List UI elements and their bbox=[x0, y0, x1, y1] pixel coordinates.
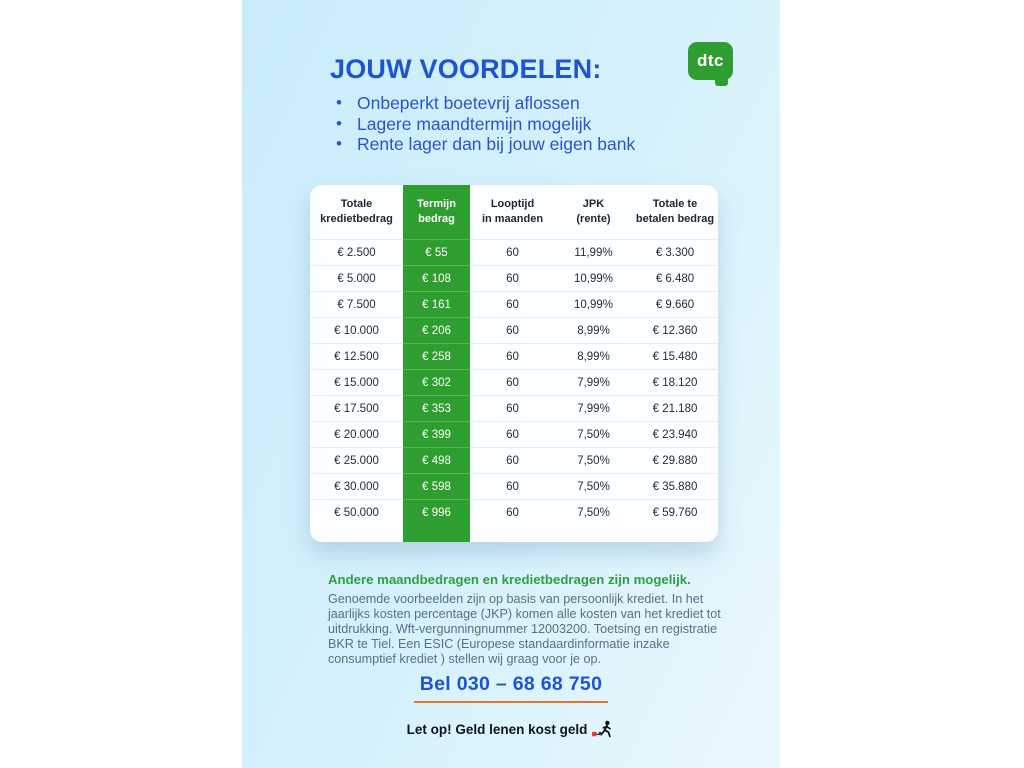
page-title: JOUW VOORDELEN: bbox=[330, 54, 602, 84]
table-cell: 10,99% bbox=[555, 292, 632, 318]
table-cell: 60 bbox=[470, 292, 555, 318]
table-cell: 60 bbox=[470, 240, 555, 266]
table-cell: 8,99% bbox=[555, 318, 632, 344]
table-row: € 17.500 € 353 60 7,99% € 21.180 bbox=[310, 396, 718, 422]
table-cell: € 35.880 bbox=[632, 474, 718, 500]
table-header-row: Totale kredietbedrag Termijn bedrag Loop… bbox=[310, 185, 718, 240]
table-row: € 10.000 € 206 60 8,99% € 12.360 bbox=[310, 318, 718, 344]
table-cell: € 29.880 bbox=[632, 448, 718, 474]
table-cell: € 55 bbox=[403, 240, 470, 266]
table-row: € 25.000 € 498 60 7,50% € 29.880 bbox=[310, 448, 718, 474]
table-cell: € 25.000 bbox=[310, 448, 403, 474]
table-cell: € 161 bbox=[403, 292, 470, 318]
table-cell: 7,50% bbox=[577, 507, 610, 519]
disclaimer-text: Genoemde voorbeelden zijn op basis van p… bbox=[328, 592, 721, 666]
credit-warning: Let op! Geld lenen kost geld bbox=[407, 720, 616, 739]
table-cell: € 108 bbox=[403, 266, 470, 292]
table-cell: € 30.000 bbox=[310, 474, 403, 500]
table-cell: 60 bbox=[470, 344, 555, 370]
table-cell: € 2.500 bbox=[310, 240, 403, 266]
table-cell: € 258 bbox=[403, 344, 470, 370]
table-footer-filler bbox=[310, 526, 718, 542]
column-header-kredietbedrag: Totale kredietbedrag bbox=[310, 185, 403, 240]
dtc-logo: dtc bbox=[688, 42, 733, 86]
table-cell: 11,99% bbox=[555, 240, 632, 266]
green-column-filler bbox=[403, 526, 470, 542]
credit-warning-text: Let op! Geld lenen kost geld bbox=[406, 722, 588, 737]
table-cell: € 23.940 bbox=[632, 422, 718, 448]
phone-cta-wrap: Bel 030 – 68 68 750 bbox=[242, 673, 780, 703]
loan-table-card: Totale kredietbedrag Termijn bedrag Loop… bbox=[310, 185, 718, 542]
table-cell: € 15.000 bbox=[310, 370, 403, 396]
table-cell: 60 bbox=[470, 370, 555, 396]
table-row: € 12.500 € 258 60 8,99% € 15.480 bbox=[310, 344, 718, 370]
table-cell: 60 bbox=[470, 448, 555, 474]
table-row: € 7.500 € 161 60 10,99% € 9.660 bbox=[310, 292, 718, 318]
table-cell: € 498 bbox=[403, 448, 470, 474]
table-row: € 15.000 € 302 60 7,99% € 18.120 bbox=[310, 370, 718, 396]
table-cell: € 996 bbox=[403, 500, 470, 526]
table-cell: € 5.000 bbox=[310, 266, 403, 292]
table-cell: € 9.660 bbox=[632, 292, 718, 318]
table-cell: € 302 bbox=[403, 370, 470, 396]
table-cell: 7,50% bbox=[555, 422, 632, 448]
benefit-item: Lagere maandtermijn mogelijk bbox=[328, 114, 635, 135]
table-cell: € 20.000 bbox=[310, 422, 403, 448]
column-header-jpk: JPK (rente) bbox=[555, 185, 632, 240]
table-cell: € 12.500 bbox=[310, 344, 403, 370]
table-cell: 60 bbox=[470, 318, 555, 344]
table-cell: 60 bbox=[470, 422, 555, 448]
column-header-termijnbedrag: Termijn bedrag bbox=[403, 185, 470, 240]
table-cell: 7,99% bbox=[555, 396, 632, 422]
table-cell: € 21.180 bbox=[632, 396, 718, 422]
table-cell: € 17.500 bbox=[310, 396, 403, 422]
benefit-item: Onbeperkt boetevrij aflossen bbox=[328, 93, 635, 114]
table-cell: € 353 bbox=[403, 396, 470, 422]
column-header-looptijd: Looptijd in maanden bbox=[470, 185, 555, 240]
table-cell: € 50.000 bbox=[334, 507, 379, 519]
table-cell: € 12.360 bbox=[632, 318, 718, 344]
table-cell: € 10.000 bbox=[310, 318, 403, 344]
phone-cta[interactable]: Bel 030 – 68 68 750 bbox=[413, 673, 609, 703]
money-burden-runner-icon bbox=[592, 720, 612, 738]
table-cell: 7,50% bbox=[555, 474, 632, 500]
table-rows: € 2.500 € 55 60 11,99% € 3.300 € 5.000 € 108 60… bbox=[310, 240, 718, 526]
benefit-item: Rente lager dan bij jouw eigen bank bbox=[328, 134, 635, 155]
table-cell: € 598 bbox=[403, 474, 470, 500]
table-cell: € 399 bbox=[403, 422, 470, 448]
table-cell: € 15.480 bbox=[632, 344, 718, 370]
table-row: € 50.000 € 996 60 7,50% € 59.760 bbox=[310, 500, 718, 526]
table-cell: 60 bbox=[506, 507, 519, 519]
table-row: € 5.000 € 108 60 10,99% € 6.480 bbox=[310, 266, 718, 292]
table-cell: € 18.120 bbox=[632, 370, 718, 396]
table-cell: 60 bbox=[470, 266, 555, 292]
table-cell: € 7.500 bbox=[310, 292, 403, 318]
alt-amounts-heading: Andere maandbedragen en kredietbedragen … bbox=[328, 572, 691, 587]
table-cell: 10,99% bbox=[555, 266, 632, 292]
flyer-panel: JOUW VOORDELEN: dtc Onbeperkt boetevrij … bbox=[242, 0, 780, 768]
table-cell: € 3.300 bbox=[632, 240, 718, 266]
table-cell: 60 bbox=[470, 396, 555, 422]
table-cell: 7,99% bbox=[555, 370, 632, 396]
dtc-logo-text: dtc bbox=[697, 51, 724, 70]
table-cell: € 6.480 bbox=[632, 266, 718, 292]
table-row: € 30.000 € 598 60 7,50% € 35.880 bbox=[310, 474, 718, 500]
table-cell: 8,99% bbox=[555, 344, 632, 370]
table-cell: 7,50% bbox=[555, 448, 632, 474]
table-cell: € 206 bbox=[403, 318, 470, 344]
column-header-totaal: Totale te betalen bedrag bbox=[632, 185, 718, 240]
table-cell: € 59.760 bbox=[652, 507, 698, 519]
credit-warning-wrap: Let op! Geld lenen kost geld bbox=[242, 720, 780, 739]
table-row: € 20.000 € 399 60 7,50% € 23.940 bbox=[310, 422, 718, 448]
table-cell: 60 bbox=[470, 474, 555, 500]
table-row: € 2.500 € 55 60 11,99% € 3.300 bbox=[310, 240, 718, 266]
benefits-list: Onbeperkt boetevrij aflossen Lagere maan… bbox=[328, 93, 635, 155]
